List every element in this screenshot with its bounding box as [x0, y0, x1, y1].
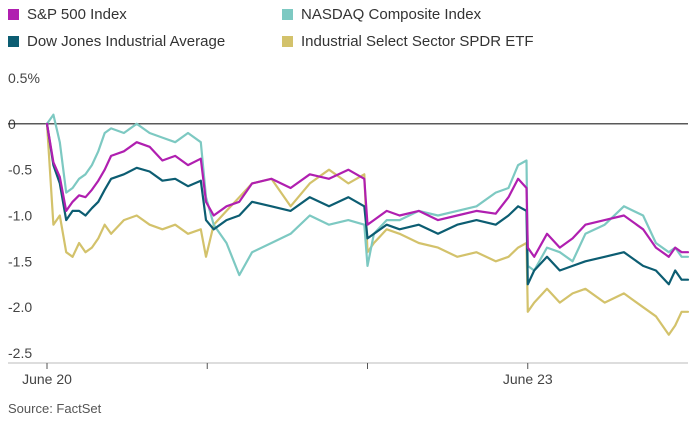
legend-label-dow: Dow Jones Industrial Average	[27, 33, 226, 50]
legend-label-industrial-etf: Industrial Select Sector SPDR ETF	[301, 33, 534, 50]
y-tick-label: -2.5	[8, 345, 32, 361]
legend-item-dow: Dow Jones Industrial Average	[8, 33, 225, 50]
series-line-3	[45, 122, 690, 336]
legend-swatch-sp500	[8, 9, 19, 20]
legend-label-sp500: S&P 500 Index	[27, 6, 127, 23]
y-tick-label: -0.5	[8, 162, 32, 178]
series-line-1	[45, 113, 690, 277]
source-note: Source: FactSet	[8, 401, 102, 416]
series-line-0	[45, 122, 690, 258]
y-tick-label: -2.0	[8, 299, 32, 315]
y-tick-label: -1.5	[8, 253, 32, 269]
legend-swatch-dow	[8, 36, 19, 47]
y-tick-label: 0.5%	[8, 70, 40, 86]
series-line-2	[45, 122, 690, 286]
legend-swatch-industrial-etf	[282, 36, 293, 47]
y-tick-label: -1.0	[8, 208, 32, 224]
legend-swatch-nasdaq	[282, 9, 293, 20]
legend-item-nasdaq: NASDAQ Composite Index	[282, 6, 481, 23]
legend-item-sp500: S&P 500 Index	[8, 6, 127, 23]
x-tick-label: June 23	[503, 371, 553, 387]
legend-label-nasdaq: NASDAQ Composite Index	[301, 6, 482, 23]
legend-item-industrial-etf: Industrial Select Sector SPDR ETF	[282, 33, 534, 50]
x-tick-label: June 20	[22, 371, 72, 387]
